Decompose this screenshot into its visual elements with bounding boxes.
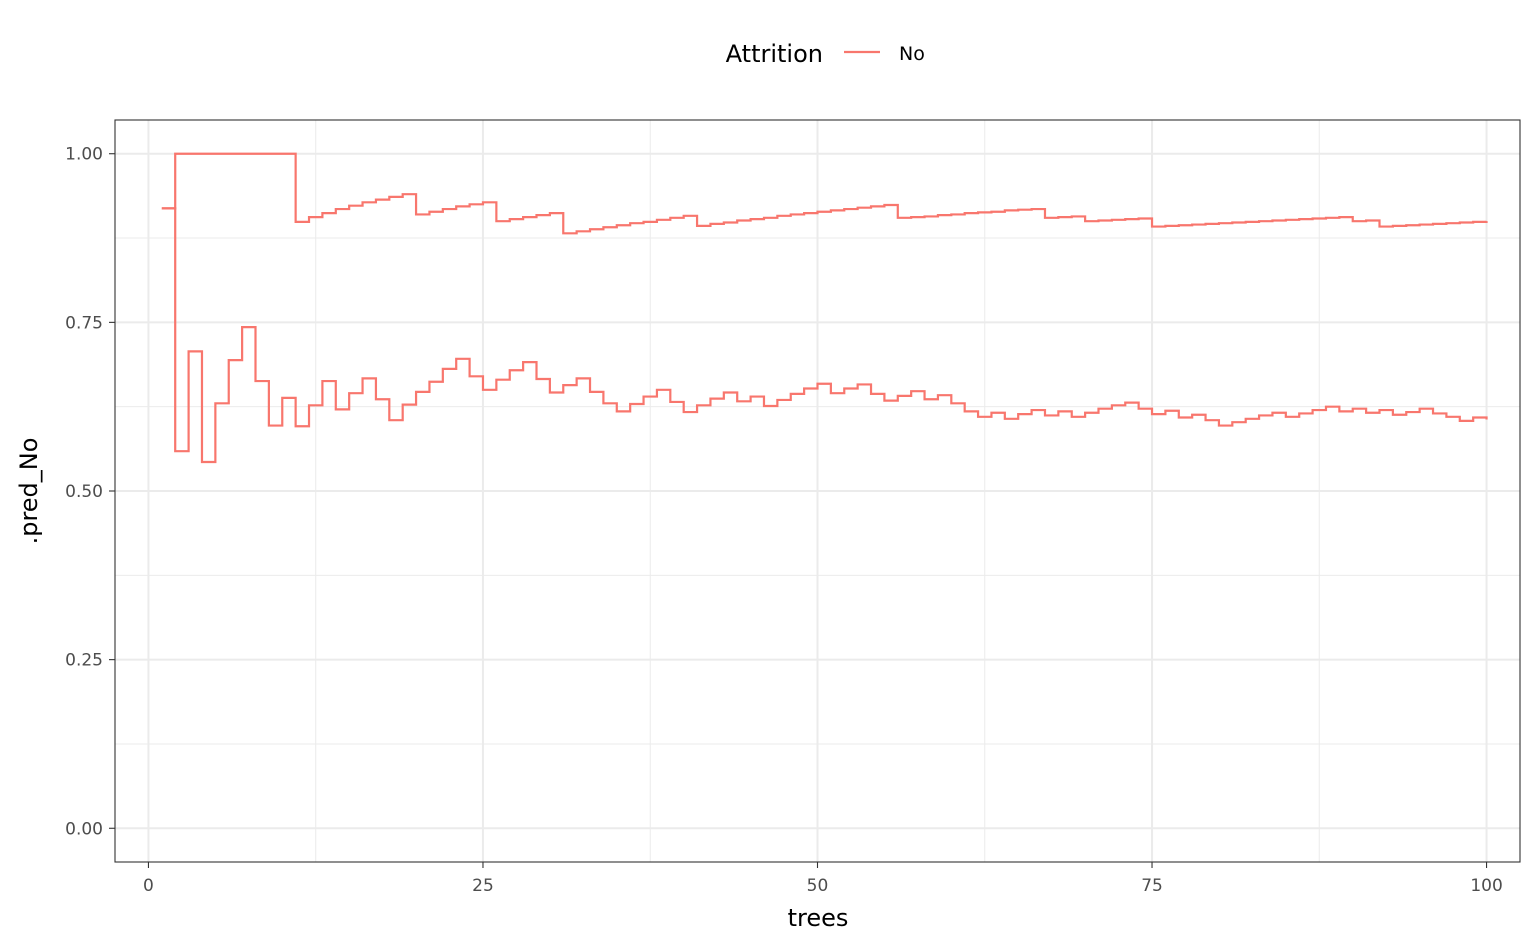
y-tick-label: 0.75	[65, 313, 103, 333]
x-axis: 0 25 50 75 100	[143, 862, 1503, 896]
legend: Attrition No	[726, 40, 925, 68]
plot-area: 0 25 50 75 100 0.00 0.25 0.50 0.75 1.00	[65, 119, 1521, 896]
gridlines	[115, 120, 1520, 862]
y-tick-label: 0.50	[65, 482, 103, 502]
series-line-lower	[161, 207, 1488, 464]
x-tick-label: 100	[1470, 876, 1502, 896]
series-layer	[161, 152, 1488, 464]
legend-label-no: No	[899, 43, 925, 65]
y-tick-label: 0.00	[65, 819, 103, 839]
y-axis-title: .pred_No	[15, 438, 43, 545]
x-axis-title: trees	[788, 904, 849, 932]
y-axis: 0.00 0.25 0.50 0.75 1.00	[65, 145, 115, 839]
y-tick-label: 0.25	[65, 651, 103, 671]
legend-title: Attrition	[726, 40, 823, 68]
series-line-upper	[161, 152, 1488, 235]
x-tick-label: 0	[143, 876, 154, 896]
x-tick-label: 25	[472, 876, 494, 896]
x-tick-label: 50	[807, 876, 829, 896]
x-tick-label: 75	[1141, 876, 1163, 896]
y-tick-label: 1.00	[65, 145, 103, 165]
